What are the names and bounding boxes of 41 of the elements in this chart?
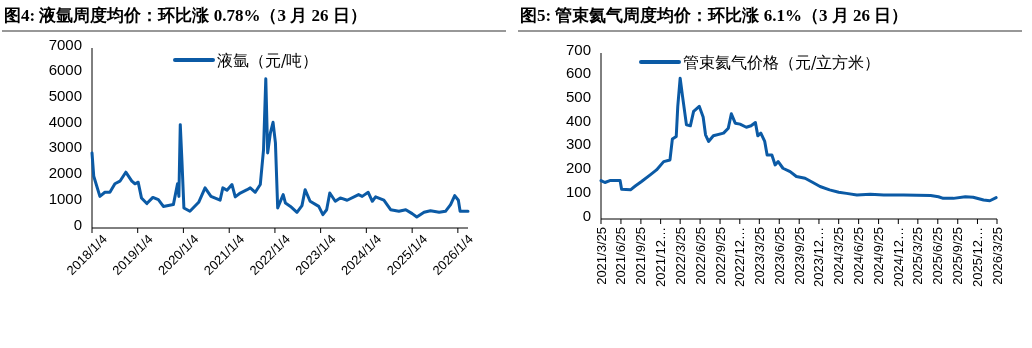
x-tick-label: 2021/6/25 <box>613 227 629 285</box>
legend-label: 管束氦气价格（元/立方米） <box>683 53 881 72</box>
chart-title: 图4: 液氩周度均价：环比涨 0.78%（3 月 26 日） <box>4 6 367 25</box>
y-tick-label: 400 <box>565 111 591 129</box>
x-tick-label: 2022/12… <box>732 227 748 287</box>
x-tick-label: 2024/12… <box>890 227 906 287</box>
x-tick-label: 2022/3/25 <box>672 227 688 285</box>
x-tick-label: 2025/12… <box>969 227 985 287</box>
y-tick-label: 700 <box>565 40 591 58</box>
y-tick-label: 2000 <box>48 164 82 182</box>
y-tick-label: 500 <box>565 87 591 105</box>
y-tick-label: 6000 <box>48 61 82 79</box>
x-tick-label: 2023/3/25 <box>751 227 767 285</box>
x-tick-label: 2023/6/25 <box>771 227 787 285</box>
x-tick-label: 2023/9/25 <box>791 227 807 285</box>
y-tick-label: 100 <box>565 182 591 200</box>
chart-title: 图5: 管束氦气周度均价：环比涨 6.1%（3 月 26 日） <box>520 6 909 25</box>
legend-label: 液氩（元/吨） <box>217 51 319 70</box>
y-tick-label: 200 <box>565 159 591 177</box>
x-tick-label: 2021/3/25 <box>593 227 609 285</box>
x-tick-label: 2024/3/25 <box>831 227 847 285</box>
x-tick-label: 2024/9/25 <box>871 227 887 285</box>
x-tick-label: 2021/9/25 <box>633 227 649 285</box>
y-tick-label: 4000 <box>48 112 82 130</box>
x-tick-label: 2024/6/25 <box>851 227 867 285</box>
x-tick-label: 2026/3/25 <box>989 227 1005 285</box>
y-tick-label: 0 <box>582 206 591 224</box>
x-tick-label: 2025/3/25 <box>910 227 926 285</box>
y-tick-label: 3000 <box>48 138 82 156</box>
y-tick-label: 5000 <box>48 86 82 104</box>
x-tick-label: 2022/9/25 <box>712 227 728 285</box>
y-tick-label: 7000 <box>48 35 82 53</box>
y-tick-label: 0 <box>73 215 82 233</box>
x-tick-label: 2021/12… <box>653 227 669 287</box>
x-tick-label: 2025/6/25 <box>930 227 946 285</box>
x-tick-label: 2022/6/25 <box>692 227 708 285</box>
y-tick-label: 1000 <box>48 189 82 207</box>
y-tick-label: 300 <box>565 135 591 153</box>
x-tick-label: 2025/9/25 <box>950 227 966 285</box>
x-tick-label: 2023/12… <box>811 227 827 287</box>
y-tick-label: 600 <box>565 64 591 82</box>
